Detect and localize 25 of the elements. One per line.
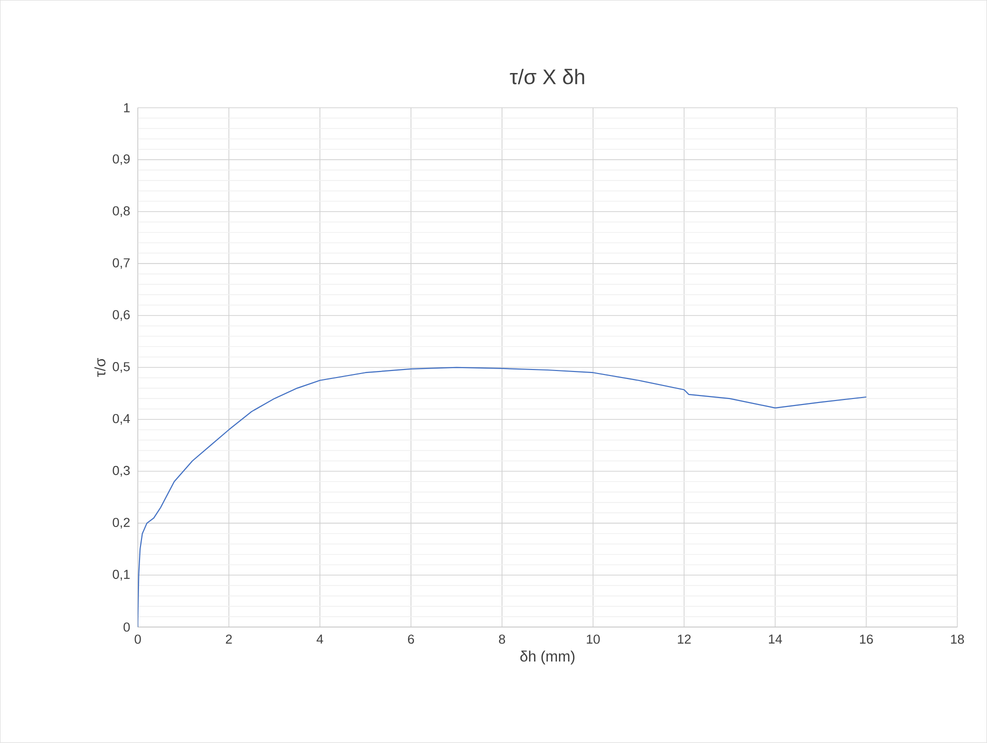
y-tick-label: 0,1 [112,570,130,581]
chart-title: τ/σ X δh [510,69,584,84]
x-tick-label: 10 [586,634,600,644]
x-tick-label: 8 [498,634,506,644]
x-tick-label: 12 [678,634,691,644]
y-tick-label: 0,6 [112,310,130,321]
x-tick-label: 16 [860,634,873,644]
x-tick-label: 18 [951,634,964,644]
x-tick-label: 0 [134,634,141,644]
line-series [138,366,867,628]
x-tick-label: 4 [316,634,324,644]
y-tick-label: 0,4 [112,414,130,425]
y-tick-label: 0,3 [112,466,130,477]
y-tick-label: 0,2 [112,518,130,529]
y-tick-label: 0,8 [112,206,130,218]
y-tick-label: 1 [124,103,130,112]
x-tick-label: 14 [768,634,782,644]
y-tick-label: 0 [124,622,130,632]
y-tick-label: 0,9 [112,154,130,166]
y-tick-label: 0,5 [112,362,130,373]
x-axis-title: δh (mm) [520,650,574,665]
x-tick-label: 6 [408,634,414,644]
x-tick-label: 2 [226,634,232,644]
y-axis-title: τ/σ [94,358,106,377]
y-tick-label: 0,7 [112,258,130,269]
